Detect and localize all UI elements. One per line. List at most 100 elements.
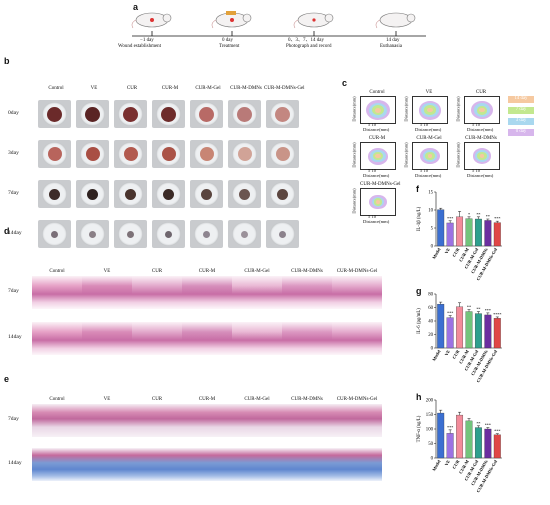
wound-photo [152,220,185,248]
bar [484,314,492,349]
y-tick-label: 0 [431,457,434,462]
histology-image [132,276,182,309]
contour-layer [479,107,485,113]
contour-plot [412,96,448,124]
bar [474,313,482,349]
histology-image [332,322,382,355]
contour-layer [427,154,433,158]
wound-area [123,106,138,122]
wound-area [275,106,290,122]
category-label: CUR [451,348,461,359]
contour-title: CUR-M-DMNs-Gel [360,182,401,187]
wound-photo [76,140,109,168]
wound-photo [190,100,223,128]
wound-area [125,188,136,200]
panel-h-label: h [416,392,422,402]
bar [484,220,492,247]
contour-plot [412,142,448,170]
histology-image [332,404,382,437]
wound-area [161,106,176,122]
wound-photo [190,140,223,168]
y-tick-label: 0 [431,347,434,352]
category-label: VE [444,349,451,357]
histology-image [82,448,132,481]
significance-label: *** [494,216,500,221]
histology-image [32,404,82,437]
contour-xlabel: Distance(mm) [467,127,494,132]
row-label: 14day [8,230,22,236]
bar [446,317,454,349]
significance-label: ** [486,214,490,219]
group-label: CUR-M-Gel [244,269,270,274]
timeline-tick: −1 day [140,38,154,43]
histology-image [32,276,82,309]
group-label: CUR [126,86,138,91]
histology-image [232,322,282,355]
significance-label: ** [467,305,471,310]
histology-image [182,322,232,355]
group-label: CUR-M-Gel [244,397,270,402]
mouse-icon [293,12,334,29]
histology-image [232,276,282,309]
panel-e-label: e [4,374,10,384]
bar [437,209,445,247]
wound-photo [76,180,109,208]
bar [465,420,473,459]
histology-image [132,404,182,437]
group-label: VE [103,397,111,402]
wound-area [237,106,252,122]
contour-ylabel: Distance(mm) [455,96,461,122]
wound-photo [38,180,71,208]
wound-area [85,147,100,161]
group-label: CUR-M [198,397,216,402]
contour-plot [464,96,500,124]
timeline-caption: Euthanasia [380,44,402,49]
histology-image [282,276,332,309]
significance-label: ** [476,212,480,217]
contour-ticks: 5 10 [368,122,377,127]
bar [474,218,482,247]
wound-photo [266,100,299,128]
histology-image [282,448,332,481]
bar [437,412,445,459]
group-label: CUR [151,269,163,274]
bar [493,222,501,247]
contour-ticks: 5 10 [420,122,429,127]
category-label: Model [431,348,442,362]
contour-layer [375,107,381,113]
contour-title: CUR [475,90,487,95]
contour-layer [375,153,381,159]
histology-image [132,448,182,481]
y-tick-label: 100 [426,428,434,433]
panel-b-label: b [4,56,10,66]
wound-area [199,106,214,122]
wound-area [89,230,96,238]
contour-plot [360,142,396,170]
histology-image [32,448,82,481]
histology-image [82,322,132,355]
group-label: CUR-M-DMNs-Gel [264,86,305,91]
timeline-tick: 0、3、7、14 day [288,38,324,43]
histology-image [182,276,232,309]
group-label: CUR-M-DMNs-Gel [336,397,378,402]
mouse-icon [375,12,416,29]
wound-area [201,188,212,200]
legend-entry: 7 day [508,107,534,114]
contour-xlabel: Distance(mm) [363,219,390,224]
contour-ticks: 5 10 [368,214,377,219]
wound-area [51,230,58,238]
histology-image [32,322,82,355]
y-tick-label: 0 [431,245,434,250]
panel-a-label: a [133,2,139,12]
wound-area [161,147,176,161]
wound-photo [114,100,147,128]
wound-area [85,106,100,122]
y-axis-label: TNF-α (ng/L) [417,415,422,442]
bar [474,427,482,459]
bar [456,216,464,247]
wound-photo [114,220,147,248]
significance-label: ** [476,307,480,312]
row-label: 14day [8,460,22,466]
